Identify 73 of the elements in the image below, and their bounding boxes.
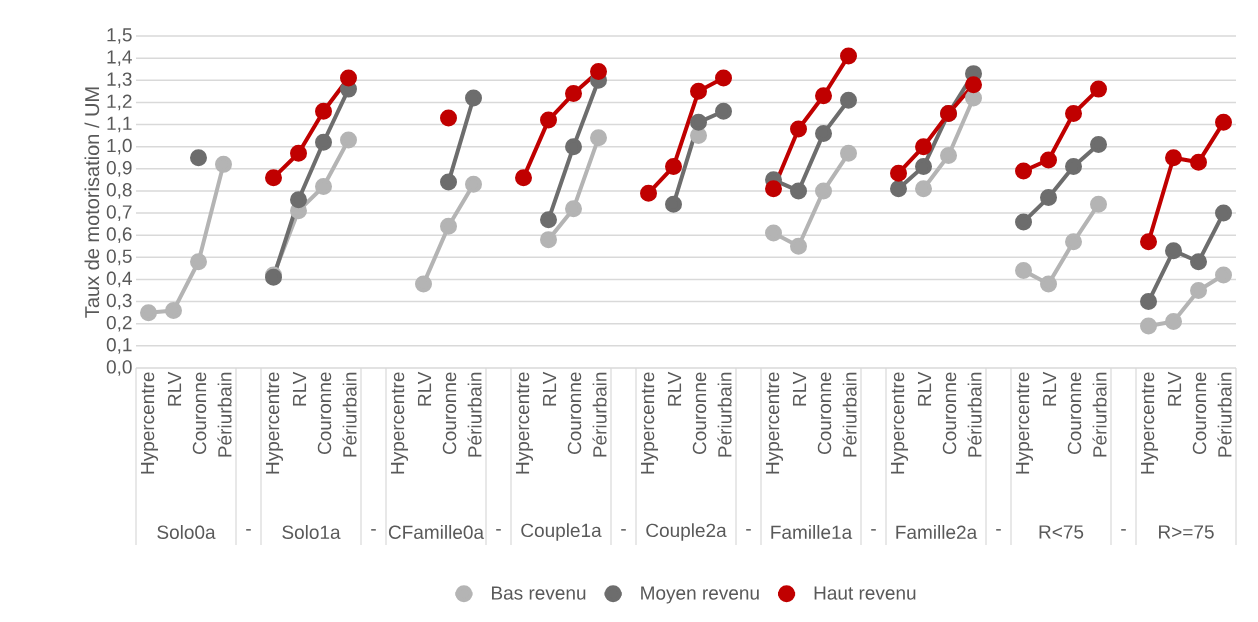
legend-label: Moyen revenu bbox=[641, 586, 759, 604]
y-tick-label: 0,0 bbox=[106, 360, 132, 376]
text: Solo0a bbox=[157, 525, 216, 539]
x-tick-label: Périurbain bbox=[1217, 372, 1232, 457]
text: R<75 bbox=[1039, 525, 1084, 539]
x-tick-label: Hypercentre bbox=[141, 372, 159, 474]
y-tick-label: 0,3 bbox=[106, 293, 132, 310]
x-tick-label: Couronne bbox=[692, 372, 707, 455]
x-tick-label: Hypercentre bbox=[891, 372, 909, 474]
legend-label: Bas revenu bbox=[492, 586, 586, 600]
text: R>=75 bbox=[1159, 525, 1214, 539]
y-tick-label: 0,5 bbox=[106, 249, 132, 266]
text: - bbox=[996, 529, 1001, 531]
text: - bbox=[246, 529, 251, 531]
x-tick-label: Hypercentre bbox=[641, 372, 659, 474]
x-tick-label: Hypercentre bbox=[516, 372, 534, 474]
text: - bbox=[621, 529, 626, 531]
y-axis-title: Taux de motorisation / UM bbox=[84, 87, 100, 318]
text: Famille1a bbox=[771, 525, 853, 539]
x-tick-label: Hypercentre bbox=[391, 372, 409, 474]
y-tick-label: 1,1 bbox=[107, 116, 132, 133]
x-tick-label: Couronne bbox=[1067, 372, 1082, 455]
text: Solo1a bbox=[282, 525, 341, 539]
x-tick-label: Périurbain bbox=[217, 372, 232, 457]
x-tick-label: RLV bbox=[667, 371, 682, 406]
x-tick-label: Périurbain bbox=[717, 372, 732, 457]
x-tick-label: Périurbain bbox=[967, 372, 982, 457]
x-tick-label: RLV bbox=[167, 371, 182, 406]
text: CFamille0a bbox=[388, 525, 485, 539]
legend-label: Haut revenu bbox=[814, 586, 916, 600]
x-tick-label: Hypercentre bbox=[766, 372, 784, 474]
y-tick-label: 0,6 bbox=[106, 227, 132, 244]
text: - bbox=[1121, 529, 1126, 531]
x-tick-label: Couronne bbox=[317, 372, 332, 455]
y-tick-label: 0,7 bbox=[106, 205, 132, 221]
text: - bbox=[496, 529, 501, 531]
x-tick-label: RLV bbox=[1042, 371, 1057, 406]
x-tick-label: Périurbain bbox=[342, 372, 357, 457]
x-tick-label: RLV bbox=[417, 371, 432, 406]
y-tick-label: 0,9 bbox=[106, 160, 132, 177]
x-tick-label: Couronne bbox=[192, 372, 207, 455]
x-tick-label: RLV bbox=[917, 371, 932, 406]
x-tick-label: Couronne bbox=[442, 372, 457, 455]
x-tick-label: Hypercentre bbox=[1141, 372, 1159, 474]
x-tick-label: RLV bbox=[542, 371, 557, 406]
y-tick-label: 1,3 bbox=[107, 72, 132, 89]
y-tick-label: 0,2 bbox=[106, 315, 132, 332]
x-tick-label: Périurbain bbox=[467, 372, 482, 457]
text: - bbox=[371, 529, 376, 531]
x-tick-label: Couronne bbox=[567, 372, 582, 455]
y-tick-label: 1,2 bbox=[107, 94, 132, 111]
x-tick-label: Hypercentre bbox=[1016, 372, 1034, 474]
x-tick-label: Couronne bbox=[817, 372, 832, 455]
x-tick-label: RLV bbox=[1167, 371, 1182, 406]
y-tick-label: 0,4 bbox=[106, 271, 132, 288]
x-tick-label: Périurbain bbox=[592, 372, 607, 457]
text: Couple2a bbox=[646, 523, 727, 541]
y-tick-label: 1,4 bbox=[107, 50, 132, 66]
y-tick-label: 1,5 bbox=[107, 28, 132, 44]
text: - bbox=[871, 529, 876, 531]
x-tick-label: Couronne bbox=[1192, 372, 1207, 455]
x-tick-label: Périurbain bbox=[842, 372, 857, 457]
text: Famille2a bbox=[896, 525, 978, 539]
x-tick-label: Périurbain bbox=[1092, 372, 1107, 457]
x-tick-label: Couronne bbox=[942, 372, 957, 455]
x-tick-label: RLV bbox=[292, 371, 307, 406]
x-tick-label: Hypercentre bbox=[266, 372, 284, 474]
y-tick-label: 0,8 bbox=[106, 183, 132, 199]
y-tick-label: 0,1 bbox=[106, 338, 132, 354]
y-tick-label: 1,0 bbox=[107, 138, 132, 155]
text: Couple1a bbox=[521, 523, 602, 541]
x-tick-label: RLV bbox=[792, 371, 807, 406]
text: - bbox=[746, 529, 751, 531]
